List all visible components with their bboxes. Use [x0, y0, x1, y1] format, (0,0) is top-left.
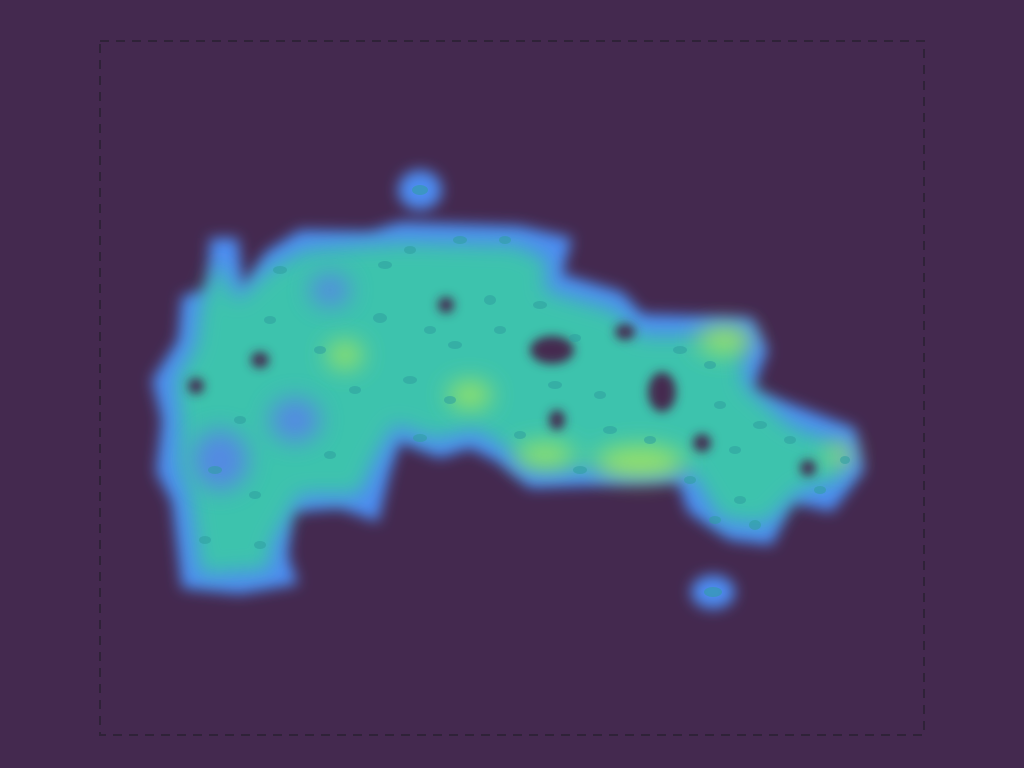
cool-zones: [192, 274, 350, 490]
highlights: [327, 326, 854, 478]
frame: [99, 40, 925, 736]
holes: [188, 297, 816, 476]
density-blob: [152, 170, 864, 609]
cell-dots: [199, 185, 850, 597]
inner-layer: [175, 242, 840, 575]
